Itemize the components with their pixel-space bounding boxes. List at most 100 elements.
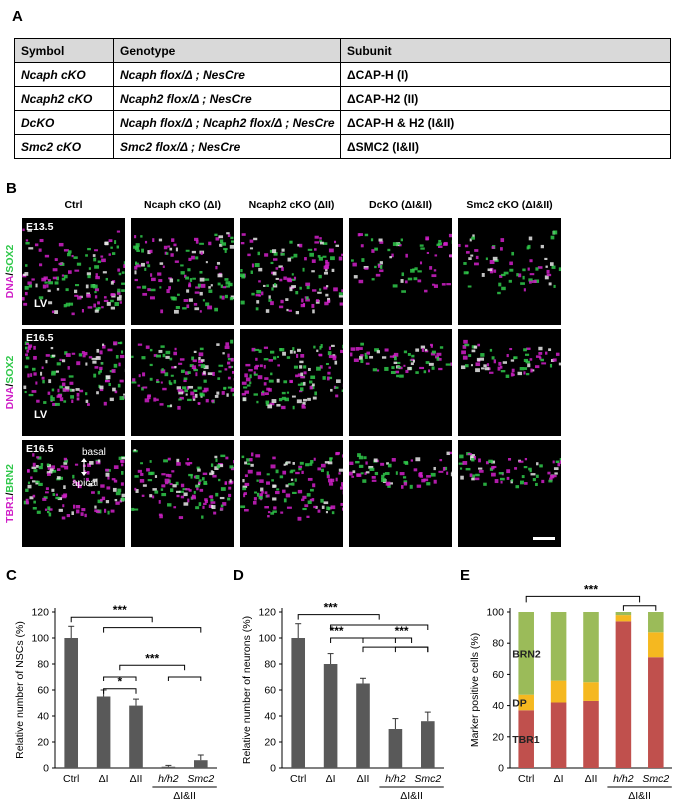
cell-mark <box>47 506 51 510</box>
cell-mark <box>328 346 332 350</box>
cell-mark <box>474 249 479 252</box>
cell-mark <box>373 458 378 462</box>
cell-mark <box>24 291 28 296</box>
micrograph-tile <box>458 440 561 547</box>
micrograph-tile <box>458 218 561 325</box>
cell-mark <box>297 489 303 494</box>
cell-mark <box>173 506 177 509</box>
cell-mark <box>291 395 296 398</box>
cell-mark <box>319 365 323 369</box>
cell-mark <box>23 385 27 390</box>
cell-mark <box>425 361 430 364</box>
cell-mark <box>198 479 202 482</box>
cell-mark <box>303 398 307 402</box>
cell-mark <box>376 369 380 372</box>
orientation-bottom-label: apical <box>72 478 98 489</box>
x-tick-label: ΔI <box>99 773 109 785</box>
cell-mark <box>415 348 420 352</box>
tissue-layer <box>240 451 343 521</box>
x-tick-label: ΔII <box>357 773 370 785</box>
cell-mark <box>117 288 121 293</box>
cell-mark <box>172 484 177 488</box>
y-tick-label: 20 <box>37 737 49 749</box>
bar <box>323 664 338 768</box>
cell-mark <box>161 484 166 488</box>
cell-mark <box>32 453 35 457</box>
x-tick-label: h/h2 <box>158 773 179 785</box>
cell-mark <box>202 299 205 302</box>
micrograph-tile <box>458 329 561 436</box>
cell-mark <box>111 478 116 481</box>
cell-mark <box>173 309 179 314</box>
row-stain-label: DNA/SOX2 <box>4 355 16 409</box>
cell-mark <box>113 465 119 469</box>
cell-mark <box>68 250 72 254</box>
cell-mark <box>132 378 136 382</box>
cell-mark <box>283 463 286 466</box>
cell-mark <box>300 354 305 358</box>
cell-mark <box>31 390 37 393</box>
cell-mark <box>430 344 433 348</box>
cell-mark <box>194 291 200 294</box>
cell-mark <box>105 472 110 477</box>
cell-mark <box>394 356 397 361</box>
cell-mark <box>121 289 125 292</box>
cell-mark <box>500 247 503 251</box>
cell-mark <box>25 239 29 242</box>
cell-mark <box>119 396 125 401</box>
cell-mark <box>35 381 38 385</box>
cell-mark <box>431 366 435 370</box>
cell-mark <box>411 354 415 358</box>
cell-mark <box>64 386 70 390</box>
cell-mark <box>87 306 93 309</box>
cell-mark <box>210 463 214 467</box>
stacked-bar-segment <box>518 612 534 695</box>
cell-mark <box>153 397 157 402</box>
cell-mark <box>146 468 150 472</box>
cell-mark <box>548 479 553 483</box>
cell-mark <box>296 353 299 358</box>
cell-mark <box>290 478 294 481</box>
cell-mark <box>74 289 78 294</box>
cell-mark <box>70 395 75 399</box>
cell-mark <box>197 482 201 486</box>
cell-mark <box>375 273 381 277</box>
cell-mark <box>438 239 442 243</box>
cell-mark <box>310 488 314 492</box>
cell-mark <box>191 356 195 361</box>
cell-mark <box>301 298 304 303</box>
y-tick-label: 0 <box>270 763 276 775</box>
cell-mark <box>251 292 255 296</box>
cell-mark <box>397 242 401 245</box>
cell-mark <box>272 497 277 501</box>
cell-mark <box>546 269 550 274</box>
cell-mark <box>249 247 254 250</box>
cell-mark <box>523 348 527 352</box>
cell-mark <box>201 359 205 362</box>
cell-mark <box>232 393 234 397</box>
cell-mark <box>309 462 313 466</box>
cell-mark <box>82 354 86 358</box>
cell-mark <box>280 511 284 514</box>
cell-mark <box>331 511 335 515</box>
cell-mark <box>386 462 389 465</box>
cell-mark <box>332 356 337 361</box>
cell-mark <box>120 459 125 464</box>
cell-mark <box>308 367 311 371</box>
cell-mark <box>71 511 74 516</box>
cell-mark <box>193 490 196 494</box>
cell-mark <box>244 482 250 486</box>
cell-mark <box>140 262 145 267</box>
cell-mark <box>279 278 283 282</box>
cell-mark <box>158 349 163 353</box>
cell-mark <box>218 235 224 239</box>
cell-mark <box>289 287 293 292</box>
bar <box>64 638 79 768</box>
cell-mark <box>203 379 207 383</box>
cell-mark <box>199 347 204 351</box>
cell-mark <box>94 366 99 369</box>
cell-mark <box>221 242 227 246</box>
cell-mark <box>214 394 219 398</box>
cell-mark <box>165 355 170 359</box>
cell-mark <box>141 356 146 360</box>
